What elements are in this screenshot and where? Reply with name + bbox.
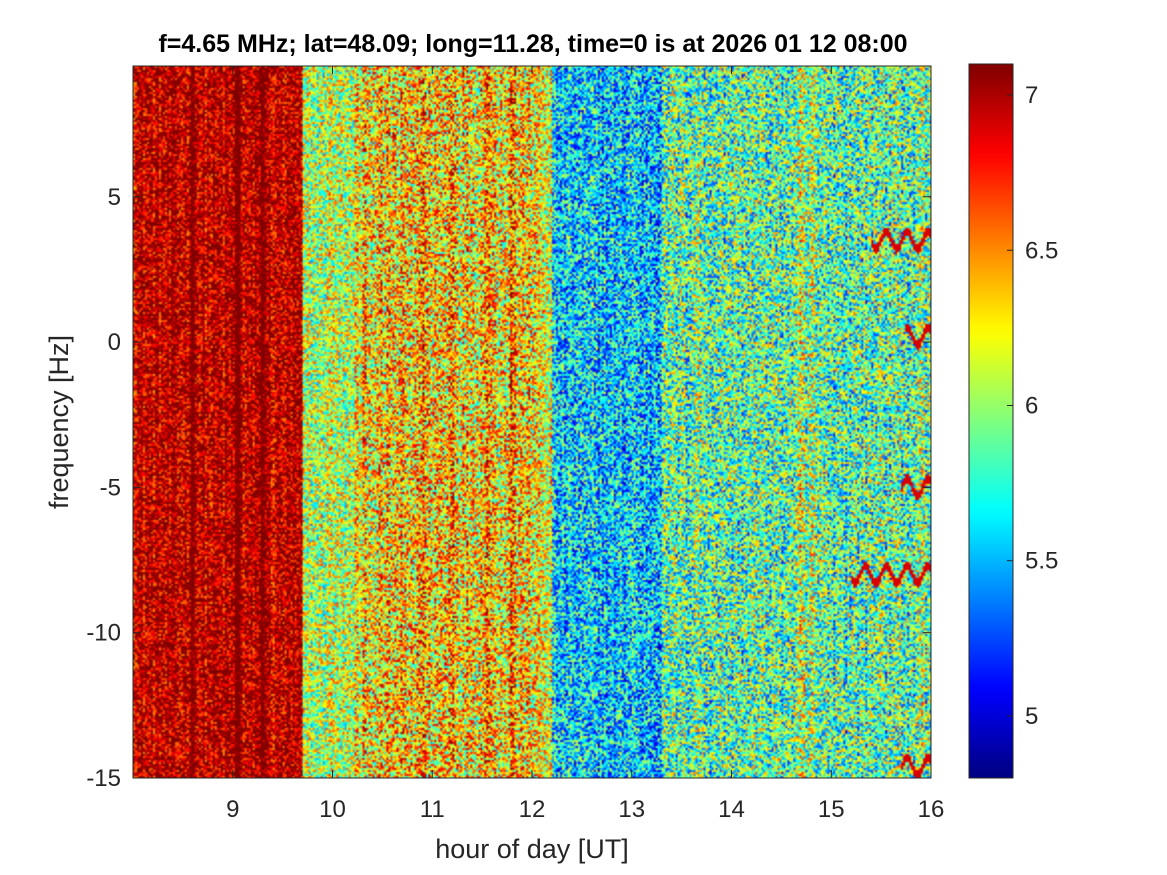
heatmap-image — [133, 66, 931, 778]
colorbar-ticks: 7 6.5 6 5.5 5 — [1007, 82, 1058, 730]
colorbar: 7 6.5 6 5.5 5 — [968, 63, 1058, 779]
y-axis-label: frequency [Hz] — [44, 335, 74, 509]
y-tick-label: 0 — [108, 329, 121, 356]
x-tick-label: 13 — [618, 796, 645, 823]
x-tick-label: 11 — [420, 796, 445, 823]
x-tick-label: 12 — [519, 796, 546, 823]
colorbar-frame — [968, 63, 1014, 779]
x-axis-label: hour of day [UT] — [435, 834, 629, 864]
plot-area — [132, 65, 932, 779]
x-axis-ticks: 9 10 11 12 13 14 15 16 — [226, 66, 944, 823]
x-tick-label: 15 — [818, 796, 845, 823]
y-tick-label: -15 — [86, 765, 121, 792]
colorbar-tick-label: 5.5 — [1025, 548, 1058, 575]
colorbar-tick-label: 5 — [1025, 703, 1038, 730]
colorbar-gradient — [969, 64, 1013, 778]
y-tick-label: 5 — [108, 184, 121, 211]
x-tick-label: 10 — [319, 796, 346, 823]
x-tick-label: 9 — [226, 796, 239, 823]
x-tick-label: 14 — [718, 796, 745, 823]
chart-title: f=4.65 MHz; lat=48.09; long=11.28, time=… — [158, 30, 907, 58]
y-tick-label: -10 — [86, 620, 121, 647]
x-tick-label: 16 — [918, 796, 945, 823]
colorbar-tick-label: 7 — [1025, 82, 1038, 109]
colorbar-tick-label: 6 — [1025, 392, 1038, 419]
y-axis-ticks: 5 0 -5 -10 -15 — [86, 184, 931, 792]
colorbar-tick-label: 6.5 — [1025, 237, 1058, 264]
y-tick-label: -5 — [100, 474, 121, 501]
